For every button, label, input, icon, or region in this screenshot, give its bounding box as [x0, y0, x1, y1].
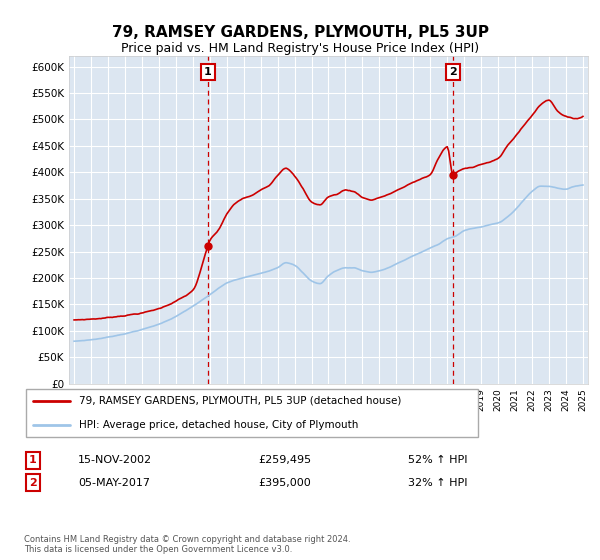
Text: £259,495: £259,495 — [258, 455, 311, 465]
Text: £395,000: £395,000 — [258, 478, 311, 488]
Text: 79, RAMSEY GARDENS, PLYMOUTH, PL5 3UP (detached house): 79, RAMSEY GARDENS, PLYMOUTH, PL5 3UP (d… — [79, 396, 401, 406]
Text: 15-NOV-2002: 15-NOV-2002 — [78, 455, 152, 465]
Text: HPI: Average price, detached house, City of Plymouth: HPI: Average price, detached house, City… — [79, 420, 358, 430]
Text: 79, RAMSEY GARDENS, PLYMOUTH, PL5 3UP: 79, RAMSEY GARDENS, PLYMOUTH, PL5 3UP — [112, 25, 488, 40]
Text: 1: 1 — [29, 455, 37, 465]
Text: 05-MAY-2017: 05-MAY-2017 — [78, 478, 150, 488]
Text: 2: 2 — [449, 67, 457, 77]
Text: Price paid vs. HM Land Registry's House Price Index (HPI): Price paid vs. HM Land Registry's House … — [121, 42, 479, 55]
FancyBboxPatch shape — [26, 389, 478, 437]
Text: 1: 1 — [204, 67, 212, 77]
Text: 32% ↑ HPI: 32% ↑ HPI — [408, 478, 467, 488]
Text: 52% ↑ HPI: 52% ↑ HPI — [408, 455, 467, 465]
Text: Contains HM Land Registry data © Crown copyright and database right 2024.
This d: Contains HM Land Registry data © Crown c… — [24, 535, 350, 554]
Text: 2: 2 — [29, 478, 37, 488]
